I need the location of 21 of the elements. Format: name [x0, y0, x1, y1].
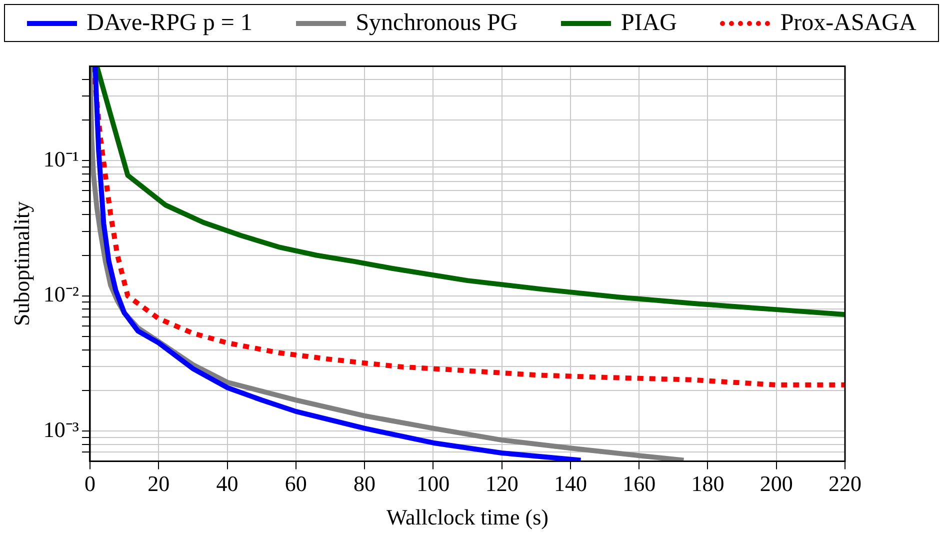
- y-tick-label: 10⁻³: [43, 416, 80, 442]
- x-axis-title: Wallclock time (s): [386, 504, 548, 530]
- y-tick-label: 10⁻¹: [43, 146, 79, 172]
- y-axis-title: Suboptimality: [8, 201, 34, 326]
- x-tick-label: 220: [828, 471, 862, 496]
- x-tick-label: 120: [485, 471, 518, 496]
- x-tick-label: 160: [622, 471, 656, 496]
- legend-label: Synchronous PG: [356, 10, 518, 36]
- x-tick-label: 140: [554, 471, 587, 496]
- x-tick-label: 0: [84, 471, 96, 496]
- y-tick-label: 10⁻²: [43, 282, 80, 307]
- legend-label: Prox-ASAGA: [780, 10, 916, 36]
- x-tick-label: 100: [416, 471, 450, 496]
- legend-label: DAve-RPG p = 1: [86, 10, 252, 36]
- x-tick-label: 60: [284, 471, 307, 496]
- x-tick-label: 40: [216, 471, 238, 496]
- x-tick-label: 180: [691, 471, 724, 496]
- legend-label: PIAG: [621, 10, 678, 36]
- x-tick-label: 200: [760, 471, 793, 496]
- x-tick-label: 80: [354, 471, 376, 496]
- x-tick-label: 20: [148, 471, 170, 496]
